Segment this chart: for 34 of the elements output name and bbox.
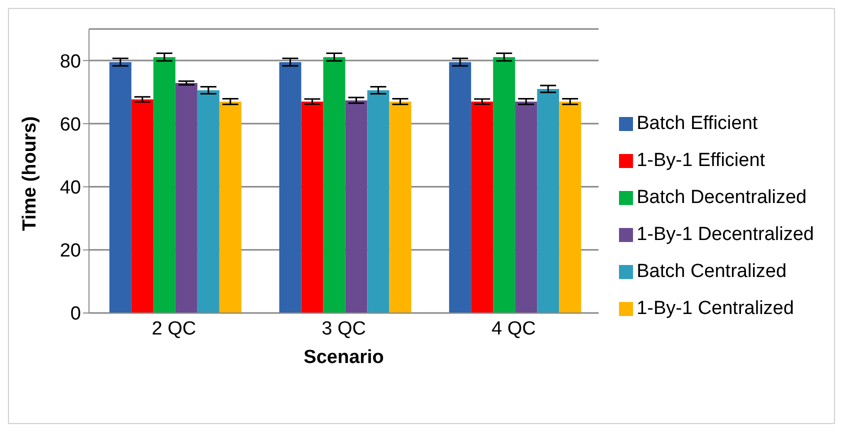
bar [197,90,220,313]
bar [301,102,324,313]
bar [153,57,176,313]
legend-label: Batch Decentralized [636,187,807,208]
bar [219,102,242,313]
y-tick-label: 40 [60,178,81,199]
x-tick-label: 3 QC [322,318,366,340]
bar [515,102,538,313]
y-tick-label: 0 [70,304,81,325]
legend-label: Batch Centralized [636,261,787,282]
bar [367,90,390,313]
x-axis-title: Scenario [304,347,384,368]
bar [109,62,132,313]
y-tick-label: 80 [60,51,81,72]
bar [471,102,494,313]
bar [175,82,198,313]
bar [559,102,582,313]
bar [537,88,560,313]
y-tick-label: 60 [60,114,81,136]
bar [323,57,346,313]
bar [131,99,154,313]
legend-label: 1-By-1 Efficient [636,150,766,171]
bar [345,100,368,313]
x-tick-label: 2 QC [152,318,196,340]
x-tick-label: 4 QC [491,318,536,340]
legend-label: 1-By-1 Centralized [636,298,794,319]
legend-label: Batch Efficient [636,113,758,134]
bar [389,102,412,313]
y-axis-title: Time (hours) [20,116,41,231]
y-tick-label: 20 [60,240,81,262]
bar [279,62,302,313]
legend-label: 1-By-1 Decentralized [636,224,814,245]
bar [493,57,516,313]
bar [449,62,472,313]
